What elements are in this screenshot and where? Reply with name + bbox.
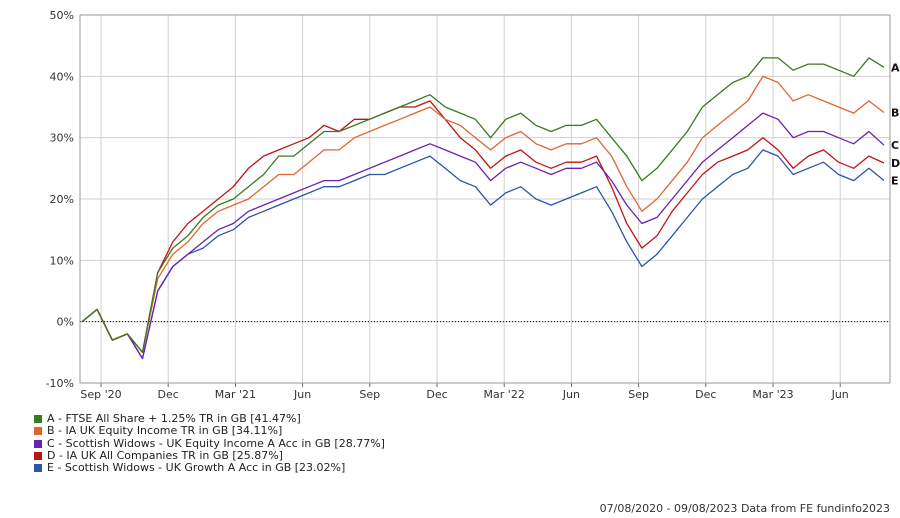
legend-label: B - IA UK Equity Income TR in GB [34.11%…: [47, 424, 283, 438]
x-tick-label: Mar '22: [484, 388, 525, 400]
series-end-label-c: C: [891, 139, 899, 152]
legend-swatch: [34, 415, 42, 424]
y-tick-label: -10%: [46, 377, 74, 390]
legend-item-c: C - Scottish Widows - UK Equity Income A…: [34, 436, 385, 450]
legend-item-e: E - Scottish Widows - UK Growth A Acc in…: [34, 461, 385, 475]
legend-item-a: A - FTSE All Share + 1.25% TR in GB [41.…: [34, 412, 385, 425]
series-end-label-a: A: [891, 61, 900, 74]
y-tick-label: 40%: [50, 70, 74, 83]
legend-swatch: [34, 427, 42, 436]
legend-swatch: [34, 439, 42, 448]
x-tick-label: Sep '20: [80, 388, 121, 400]
x-tick-label: Mar '23: [752, 388, 793, 400]
series-line-d: [81, 100, 885, 353]
y-tick-label: 30%: [50, 132, 74, 145]
x-tick-label: Dec: [426, 388, 447, 400]
chart: -10% 0% 10% 20% 30% 40% 50% Sep '20 Dec Mar '21 J…: [46, 9, 900, 400]
y-axis-labels: -10% 0% 10% 20% 30% 40% 50%: [46, 9, 74, 390]
x-tick-label: Jun: [562, 388, 580, 400]
series-line-b: [81, 75, 885, 353]
legend-swatch: [34, 452, 42, 461]
series-end-labels: A B CDE: [891, 61, 900, 187]
x-tick-label: Sep: [628, 388, 649, 400]
y-tick-label: 50%: [50, 9, 74, 22]
legend-label: A - FTSE All Share + 1.25% TR in GB [41.…: [47, 412, 301, 425]
legend-item-d: D - IA UK All Companies TR in GB [25.87%…: [34, 448, 385, 462]
legend-label: E - Scottish Widows - UK Growth A Acc in…: [47, 461, 346, 475]
legend-swatch: [34, 464, 42, 473]
series-end-label-e: E: [891, 174, 899, 187]
legend-item-b: B - IA UK Equity Income TR in GB [34.11%…: [34, 424, 385, 438]
y-tick-label: 20%: [50, 193, 74, 206]
x-tick-label: Sep: [359, 388, 380, 400]
x-tick-label: Dec: [695, 388, 716, 400]
series-line-c: [81, 112, 885, 360]
legend-label: C - Scottish Widows - UK Equity Income A…: [47, 436, 385, 450]
y-tick-label: 0%: [57, 316, 74, 329]
series-end-label-b: B: [891, 106, 899, 119]
legend-label: D - IA UK All Companies TR in GB [25.87%…: [47, 448, 283, 462]
y-tick-label: 10%: [50, 254, 74, 267]
footer: 07/08/2020 - 09/08/2023 Data from FE fun…: [600, 502, 890, 515]
series-line-e: [81, 149, 885, 360]
footer-date-range: 07/08/2020 - 09/08/2023: [599, 502, 738, 515]
x-tick-label: Jun: [831, 388, 849, 400]
series-layer: [81, 57, 885, 360]
x-tick-label: Dec: [158, 388, 179, 400]
series-line-a: [81, 57, 885, 353]
legend: A - FTSE All Share + 1.25% TR in GB [41.…: [34, 412, 385, 475]
x-tick-label: Mar '21: [215, 388, 256, 400]
x-tick-label: Jun: [293, 388, 311, 400]
x-axis-labels: Sep '20 Dec Mar '21 Jun Sep Dec Mar '22 Jun Sep D…: [80, 388, 848, 400]
series-end-label-d: D: [891, 157, 900, 170]
chart-grid: [80, 14, 890, 387]
footer-source: Data from FE fundinfo2023: [740, 502, 890, 515]
plot-frame: [79, 14, 891, 384]
